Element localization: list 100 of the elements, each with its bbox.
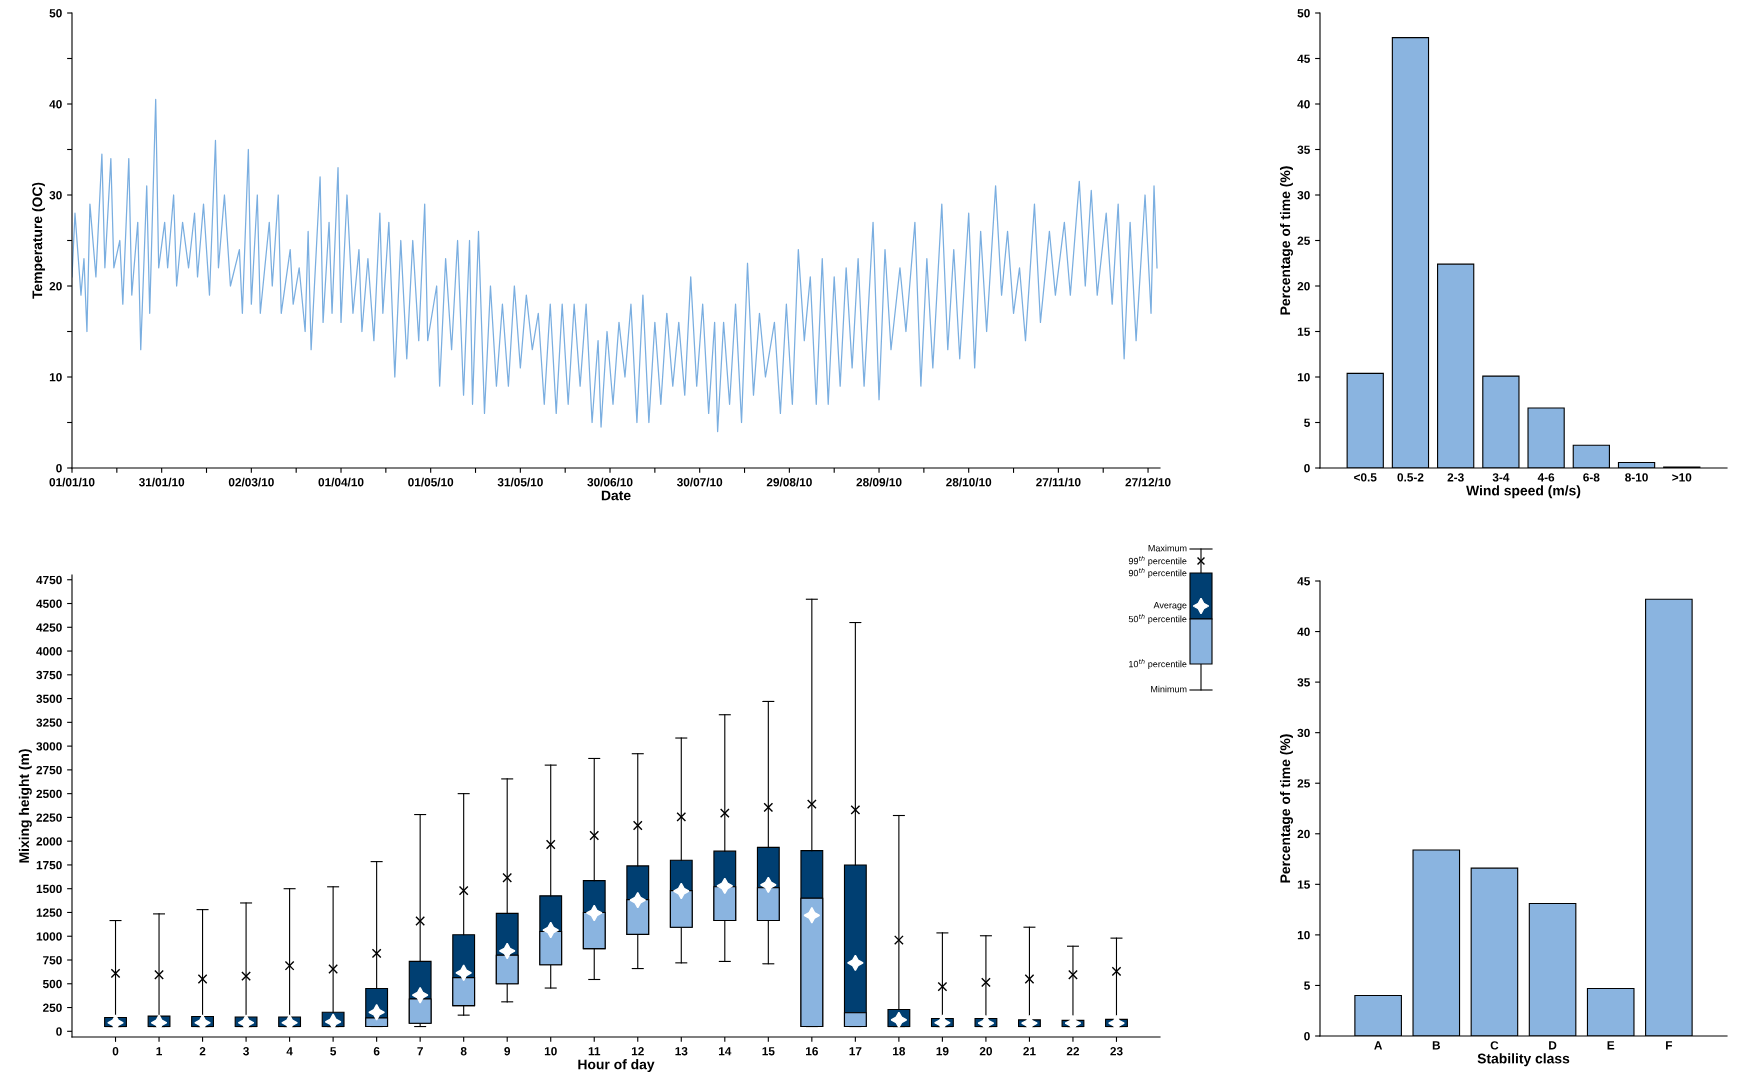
x-axis-title: Wind speed (m/s) [1466,485,1581,499]
x-tick-label: 29/08/10 [766,477,812,487]
y-tick-label: 30 [1297,191,1310,200]
x-tick-label: 17 [849,1047,862,1056]
x-tick-label: 30/06/10 [587,477,633,487]
x-tick-label: C [1490,1041,1499,1050]
y-tick-label: 0 [1304,464,1310,473]
y-tick-label: 500 [42,979,62,989]
x-tick-label: 21 [1023,1047,1036,1056]
y-tick-label: 2500 [36,789,62,799]
y-tick-label: 3250 [36,718,62,727]
y-tick-label: 4500 [36,599,62,608]
y-tick-label: 10 [1297,930,1310,940]
y-tick-label: 4750 [36,575,62,585]
x-tick-label: 19 [936,1047,949,1056]
x-tick-label: 01/05/10 [408,477,454,487]
x-tick-label: 22 [1066,1047,1080,1056]
x-axis-title: Date [601,490,631,501]
y-tick-label: 750 [43,956,62,965]
annotation: 90$^{th}$ percentile [1128,567,1187,579]
annotation: 10$^{th}$ percentile [1129,658,1187,670]
y-axis-title: Percentage of time (%) [1279,166,1293,315]
y-tick-label: 0 [1304,1032,1310,1041]
x-tick-label: A [1374,1041,1383,1050]
x-tick-label: 0.5-2 [1397,473,1424,482]
y-tick-label: 2250 [36,813,62,822]
x-tick-label: 01/04/10 [318,477,364,487]
x-tick-label: 28/09/10 [856,477,902,487]
y-tick-label: 250 [42,1003,62,1012]
x-tick-label: 8 [460,1047,467,1056]
y-tick-label: 1000 [36,932,62,941]
x-tick-label: 9 [504,1047,511,1056]
y-tick-label: 35 [1297,145,1310,154]
x-tick-label: 4 [286,1047,293,1056]
y-tick-label: 20 [49,282,62,291]
y-tick-label: 40 [1297,627,1310,636]
x-tick-label: 27/11/10 [1036,477,1081,487]
y-tick-label: 10 [1297,373,1310,382]
x-tick-label: 02/03/10 [228,477,274,487]
y-tick-label: 3500 [36,694,62,703]
y-tick-label: 5 [1304,418,1310,427]
y-tick-label: 30 [49,191,62,200]
x-tick-label: 6 [373,1047,380,1056]
y-tick-label: 3750 [36,670,62,680]
y-tick-label: 20 [1297,829,1310,839]
y-tick-label: 0 [56,1027,62,1036]
text: Maximum [1148,544,1187,552]
x-axis-title: Hour of day [578,1059,655,1073]
text: 99$^{th}$ percentile [1128,555,1187,567]
y-tick-label: 1250 [36,908,62,917]
y-tick-label: 30 [1297,728,1310,738]
y-tick-label: 25 [1297,236,1310,245]
x-tick-label: 15 [762,1047,775,1056]
y-axis-title: Mixing height (m) [18,749,32,863]
x-tick-label: 27/12/10 [1125,477,1171,487]
x-tick-label: B [1432,1041,1441,1050]
y-tick-label: 40 [49,100,62,109]
annotation: 50$^{th}$ percentile [1128,613,1187,625]
x-tick-label: 4-6 [1537,473,1555,482]
x-tick-label: 12 [631,1047,644,1056]
y-tick-label: 1500 [36,884,62,894]
x-tick-label: 31/05/10 [497,477,543,487]
y-tick-label: 40 [1297,100,1310,109]
y-tick-label: 15 [1297,880,1310,889]
y-tick-label: 0 [56,464,62,473]
x-tick-label: >10 [1672,473,1692,482]
x-tick-label: 20 [979,1047,992,1056]
x-tick-label: <0.5 [1354,473,1377,482]
y-tick-label: 20 [1297,282,1310,291]
x-tick-label: 5 [330,1047,337,1056]
x-tick-label: 2 [199,1047,206,1056]
annotation: Minimum [1151,685,1187,693]
x-tick-label: 16 [806,1047,818,1056]
x-tick-label: 01/01/10 [49,477,95,487]
x-axis-title: Stability class [1477,1053,1570,1067]
x-tick-label: 7 [417,1047,423,1056]
y-tick-label: 10 [49,373,62,382]
x-tick-label: 3-4 [1492,473,1510,482]
x-tick-label: 6-8 [1583,473,1600,482]
y-tick-label: 1750 [36,860,62,870]
y-axis-title: Percentage of time (%) [1279,734,1293,883]
y-tick-label: 5 [1304,981,1310,990]
x-tick-label: F [1666,1041,1673,1050]
x-tick-label: D [1549,1041,1557,1050]
y-tick-label: 4250 [36,623,62,632]
x-tick-label: 30/07/10 [676,477,723,487]
y-tick-label: 50 [49,9,62,18]
y-tick-label: 45 [1297,54,1310,63]
x-tick-label: 13 [675,1047,688,1056]
x-tick-label: 8-10 [1625,473,1648,482]
y-tick-label: 45 [1297,577,1310,586]
x-tick-label: 1 [156,1047,162,1056]
y-tick-label: 2000 [36,837,62,846]
x-tick-label: 10 [544,1047,557,1056]
x-tick-label: 2-3 [1447,473,1464,482]
y-tick-label: 35 [1297,678,1310,687]
x-tick-label: 18 [893,1047,906,1056]
x-tick-label: 23 [1110,1047,1123,1056]
x-tick-label: 0 [112,1047,119,1056]
x-tick-label: 14 [718,1047,732,1056]
